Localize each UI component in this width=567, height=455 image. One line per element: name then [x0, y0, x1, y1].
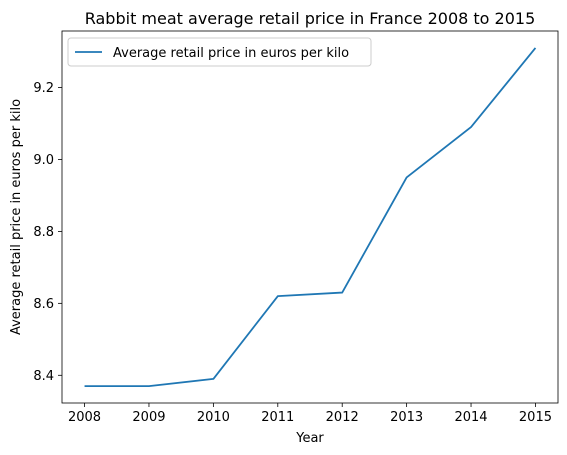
legend-label: Average retail price in euros per kilo	[113, 46, 349, 61]
plot-area: 2008 2009 2010 2011 2012 2013 2014 2015 8.48.68…	[33, 30, 559, 425]
chart-title: Rabbit meat average retail price in Fran…	[85, 9, 536, 28]
series-line-0	[84, 47, 537, 387]
y-tick-label: 9.2	[33, 81, 54, 96]
y-axis-ticks: 8.4 8.6 8.8 9.0 9.2	[33, 81, 62, 384]
x-tick-label: 2013	[390, 410, 423, 425]
plot-frame	[61, 30, 559, 404]
legend-box	[67, 37, 372, 67]
x-tick-label: 2011	[261, 410, 294, 425]
y-tick-label: 8.8	[33, 225, 54, 240]
x-tick-label: 2009	[132, 410, 165, 425]
x-tick-label: 2014	[454, 410, 487, 425]
x-axis-ticks: 2008 2009 2010 2011 2012 2013 2014 2015	[68, 403, 552, 425]
y-tick-label: 9.0	[33, 153, 54, 168]
y-tick-label: 8.4	[33, 369, 54, 384]
legend: Average retail price in euros per kilo	[67, 37, 372, 67]
series-layer	[84, 47, 537, 387]
x-axis-label: Year	[295, 431, 324, 446]
x-tick-label: 2012	[326, 410, 359, 425]
x-tick-label: 2008	[68, 410, 101, 425]
y-tick-label: 8.6	[33, 297, 54, 312]
y-axis-label: Average retail price in euros per kilo	[9, 99, 24, 335]
x-tick-label: 2015	[519, 410, 552, 425]
x-tick-label: 2010	[197, 410, 230, 425]
